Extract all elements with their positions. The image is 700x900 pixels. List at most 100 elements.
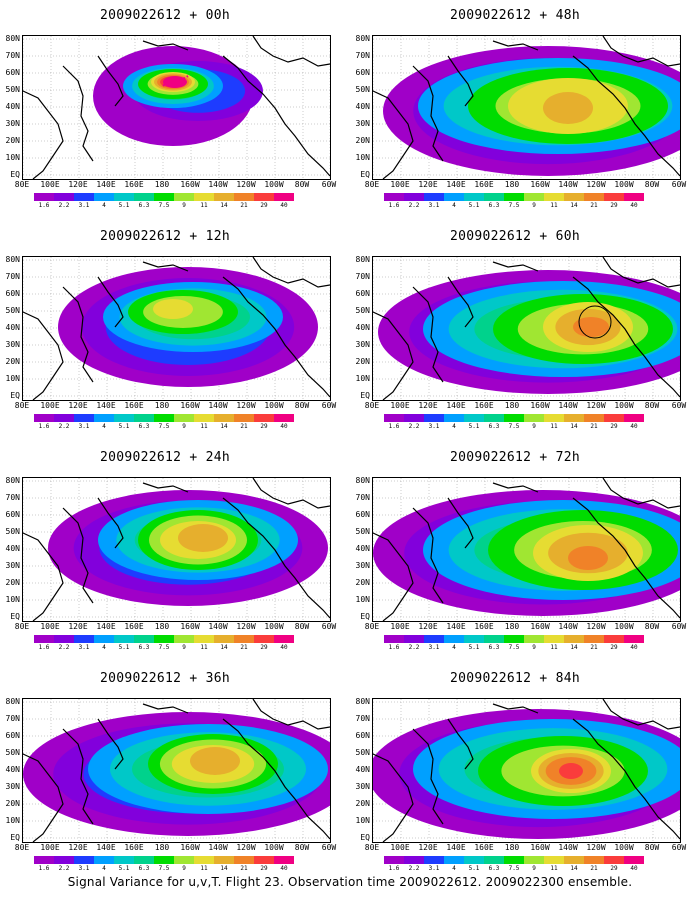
panel-title: 2009022612 + 12h bbox=[99, 229, 231, 244]
colorbar-tick-label: 2.2 bbox=[58, 423, 70, 430]
latitude-tick-label: 10N bbox=[355, 816, 370, 825]
coastline bbox=[23, 532, 64, 621]
latitude-tick-label: 60N bbox=[355, 510, 370, 519]
coastline bbox=[447, 276, 474, 328]
map-panel: 2009022612 + 12h 80N 70N 60N 50N 40N 30N 20N 10N… bbox=[0, 226, 337, 431]
colorbar-swatch bbox=[504, 856, 524, 864]
colorbar-swatch bbox=[384, 635, 404, 643]
coastline bbox=[447, 55, 474, 107]
longitude-tick-label: 120W bbox=[586, 401, 606, 410]
latitude-tick-label: 60N bbox=[5, 510, 20, 519]
colorbar-swatch bbox=[174, 856, 194, 864]
colorbar-tick-label: 40 bbox=[280, 644, 288, 651]
longitude-tick-label: 100W bbox=[264, 622, 284, 631]
colorbar-swatch bbox=[274, 856, 294, 864]
map-area bbox=[22, 698, 331, 843]
colorbar-tick-label: 5.1 bbox=[468, 423, 480, 430]
longitude-tick-label: 160E bbox=[474, 843, 494, 852]
colorbar-tick-label: 14 bbox=[570, 865, 578, 872]
longitude-axis: 80E 100E 120E 140E 160E 180 160W 140W 120W 100W 80… bbox=[14, 180, 336, 190]
colorbar-tick-label: 1.6 bbox=[388, 644, 400, 651]
latitude-tick-label: 20N bbox=[355, 578, 370, 587]
colorbar-swatch bbox=[584, 856, 604, 864]
colorbar-tick-label: 40 bbox=[630, 865, 638, 872]
coastline bbox=[252, 478, 330, 509]
colorbar-tick-label: 7.5 bbox=[508, 865, 520, 872]
panel-title: 2009022612 + 84h bbox=[449, 671, 581, 686]
contour-fill bbox=[559, 763, 583, 779]
coastline bbox=[412, 65, 444, 162]
latitude-tick-label: 30N bbox=[355, 782, 370, 791]
colorbar-tick-label: 3.1 bbox=[428, 423, 440, 430]
latitude-tick-label: 70N bbox=[5, 714, 20, 723]
longitude-tick-label: 60W bbox=[671, 180, 687, 189]
latitude-tick-label: 40N bbox=[355, 323, 370, 332]
colorbar-tick-label: 2.2 bbox=[58, 865, 70, 872]
longitude-tick-label: 100E bbox=[40, 843, 60, 852]
coastline bbox=[412, 286, 444, 383]
colorbar-swatch bbox=[74, 635, 94, 643]
longitude-tick-label: 80W bbox=[644, 622, 660, 631]
longitude-tick-label: 100W bbox=[264, 180, 284, 189]
longitude-axis: 80E 100E 120E 140E 160E 180 160W 140W 120W 100W 80… bbox=[364, 401, 687, 411]
colorbar-tick-label: 9 bbox=[182, 202, 186, 209]
longitude-tick-label: 80E bbox=[14, 401, 30, 410]
longitude-tick-label: 140W bbox=[558, 622, 578, 631]
colorbar-tick-label: 14 bbox=[220, 865, 228, 872]
colorbar-swatch bbox=[74, 414, 94, 422]
latitude-tick-label: 30N bbox=[355, 561, 370, 570]
colorbar-swatch bbox=[624, 856, 644, 864]
coastline bbox=[572, 718, 680, 840]
longitude-axis: 80E 100E 120E 140E 160E 180 160W 140W 120W 100W 80… bbox=[364, 843, 686, 853]
colorbar-tick-label: 2.2 bbox=[408, 644, 420, 651]
colorbar-tick-label: 9 bbox=[182, 865, 186, 872]
latitude-tick-label: 40N bbox=[5, 765, 20, 774]
longitude-tick-label: 60W bbox=[671, 401, 687, 410]
colorbar-tick-label: 40 bbox=[280, 423, 288, 430]
colorbar-swatch bbox=[254, 193, 274, 201]
variance-field bbox=[373, 699, 680, 842]
colorbar-tick-label: 9 bbox=[182, 423, 186, 430]
colorbar bbox=[34, 856, 294, 864]
colorbar-swatch bbox=[384, 193, 404, 201]
latitude-tick-label: 60N bbox=[355, 68, 370, 77]
variance-field bbox=[373, 478, 680, 621]
colorbar-swatch bbox=[234, 414, 254, 422]
variance-field bbox=[23, 36, 330, 179]
map-area bbox=[22, 256, 331, 401]
longitude-tick-label: 100W bbox=[614, 843, 634, 852]
colorbar-swatch bbox=[34, 635, 54, 643]
longitude-tick-label: 160E bbox=[124, 622, 144, 631]
colorbar-swatch bbox=[94, 414, 114, 422]
colorbar-tick-label: 6.3 bbox=[488, 865, 500, 872]
longitude-tick-label: 140E bbox=[96, 180, 116, 189]
longitude-axis: 80E 100E 120E 140E 160E 180 160W 140W 120W 100W 80… bbox=[14, 843, 336, 853]
colorbar-swatch bbox=[254, 856, 274, 864]
map-panel: 2009022612 + 48h 80N 70N 60N 50N 40N 30N 20N 10N… bbox=[350, 5, 687, 210]
colorbar-swatch bbox=[74, 193, 94, 201]
colorbar-swatch bbox=[544, 414, 564, 422]
colorbar-swatch bbox=[34, 193, 54, 201]
latitude-tick-label: 50N bbox=[5, 85, 20, 94]
coastline bbox=[97, 276, 124, 328]
colorbar-tick-label: 4 bbox=[452, 202, 456, 209]
colorbar-tick-label: 29 bbox=[610, 644, 618, 651]
latitude-tick-label: 20N bbox=[5, 357, 20, 366]
longitude-tick-label: 120E bbox=[418, 401, 438, 410]
longitude-tick-label: 80W bbox=[294, 401, 310, 410]
longitude-tick-label: 80E bbox=[14, 843, 30, 852]
colorbar-tick-label: 2.2 bbox=[408, 865, 420, 872]
map-panel: 2009022612 + 72h 80N 70N 60N 50N 40N 30N 20N 10N… bbox=[350, 447, 687, 652]
colorbar-swatch bbox=[464, 414, 484, 422]
colorbar-swatch bbox=[424, 635, 444, 643]
latitude-tick-label: 60N bbox=[5, 68, 20, 77]
colorbar-tick-label: 6.3 bbox=[488, 202, 500, 209]
map-area bbox=[22, 35, 331, 180]
longitude-tick-label: 120E bbox=[68, 401, 88, 410]
colorbar-swatch bbox=[54, 635, 74, 643]
colorbar-swatch bbox=[424, 414, 444, 422]
longitude-tick-label: 160E bbox=[474, 180, 494, 189]
latitude-tick-label: 20N bbox=[355, 136, 370, 145]
colorbar-tick-label: 3.1 bbox=[428, 202, 440, 209]
colorbar-tick-label: 7.5 bbox=[158, 865, 170, 872]
